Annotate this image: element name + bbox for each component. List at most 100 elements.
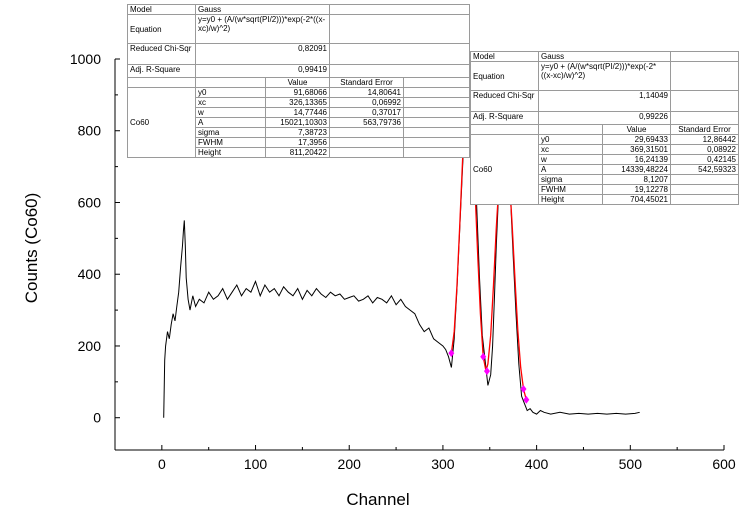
- spectrum-line: [163, 93, 640, 418]
- param-error: [670, 174, 739, 185]
- param-name: w: [195, 107, 266, 118]
- x-tick-label: 100: [244, 456, 268, 472]
- equation-value: y=y0 + (A/(w*sqrt(PI/2)))*exp(-2*((x-xc)…: [195, 14, 330, 44]
- chisqr-label: Reduced Chi-Sqr: [470, 90, 539, 112]
- param-name: A: [195, 117, 266, 128]
- param-row: Height 811,20422: [128, 147, 470, 158]
- model-label: Model: [127, 4, 196, 15]
- value-header: Value: [602, 124, 671, 135]
- param-error: 0,08922: [670, 144, 739, 155]
- error-header: Standard Error: [670, 124, 739, 135]
- chisqr-label: Reduced Chi-Sqr: [127, 43, 196, 65]
- param-name: w: [538, 154, 603, 165]
- param-error: 0,42145: [670, 154, 739, 165]
- fit-range-marker: [480, 352, 487, 361]
- fit-results-table-2: Model Gauss Equation y=y0 + (A/(w*sqrt(P…: [470, 51, 739, 205]
- param-name: A: [538, 164, 603, 175]
- param-name: y0: [538, 134, 603, 145]
- fit-range-marker: [483, 367, 490, 376]
- param-value: 29,69433: [602, 134, 671, 145]
- param-name: xc: [195, 97, 266, 108]
- equation-value: y=y0 + (A/(w*sqrt(PI/2)))*exp(-2*((x-xc)…: [538, 61, 671, 91]
- param-row: Co60 y0 91,68066 14,80641: [127, 87, 470, 158]
- model-value: Gauss: [195, 4, 330, 15]
- param-name: xc: [538, 144, 603, 155]
- param-value: 704,45021: [602, 194, 671, 205]
- model-value: Gauss: [538, 51, 671, 62]
- param-value: 14,77446: [265, 107, 330, 118]
- x-axis-title: Channel: [346, 490, 409, 509]
- param-row: Co60 y0 29,69433 12,86442: [470, 134, 739, 205]
- fit-range-marker: [448, 349, 455, 358]
- y-tick-label: 1000: [70, 51, 101, 67]
- param-value: 369,31501: [602, 144, 671, 155]
- r2-row: Adj. R-Square 0,99419: [127, 64, 470, 78]
- x-tick-label: 400: [525, 456, 549, 472]
- fit-range-marker: [520, 385, 527, 394]
- y-axis-title: Counts (Co60): [22, 193, 41, 304]
- param-name: Height: [538, 194, 603, 205]
- param-value: 16,24139: [602, 154, 671, 165]
- x-tick-label: 500: [619, 456, 643, 472]
- equation-row: Equation y=y0 + (A/(w*sqrt(PI/2)))*exp(-…: [127, 14, 470, 44]
- y-tick-label: 400: [78, 266, 102, 282]
- param-error: [329, 137, 404, 148]
- param-name: FWHM: [538, 184, 603, 195]
- param-value: 7,38723: [265, 127, 330, 138]
- r2-value: 0,99419: [195, 64, 330, 78]
- param-name: y0: [195, 87, 266, 98]
- equation-label: Equation: [470, 61, 539, 91]
- y-tick-label: 0: [93, 410, 101, 426]
- param-error: [670, 184, 739, 195]
- param-row: Height 704,45021: [471, 194, 739, 205]
- param-error: 12,86442: [670, 134, 739, 145]
- param-name: sigma: [538, 174, 603, 185]
- chisqr-row: Reduced Chi-Sqr 0,82091: [127, 43, 470, 65]
- r2-label: Adj. R-Square: [127, 64, 196, 78]
- model-label: Model: [470, 51, 539, 62]
- param-error: 563,79736: [329, 117, 404, 128]
- param-value: 19,12278: [602, 184, 671, 195]
- param-row: A 15021,10303 563,79736: [128, 117, 470, 128]
- model-row: Model Gauss: [470, 51, 739, 62]
- y-tick-label: 200: [78, 338, 102, 354]
- value-header: Value: [265, 77, 330, 88]
- group-label: Co60: [127, 87, 196, 158]
- x-tick-label: 0: [158, 456, 166, 472]
- plot-axes: 0 100 200 300 400 500 600 0 200 400 600 800 1000: [70, 51, 736, 472]
- x-tick-label: 200: [338, 456, 362, 472]
- group-label: Co60: [470, 134, 539, 205]
- param-error: [329, 147, 404, 158]
- param-name: Height: [195, 147, 266, 158]
- param-value: 17,3956: [265, 137, 330, 148]
- x-tick-label: 300: [431, 456, 455, 472]
- param-value: 15021,10303: [265, 117, 330, 128]
- equation-row: Equation y=y0 + (A/(w*sqrt(PI/2)))*exp(-…: [470, 61, 739, 91]
- fit-range-marker: [523, 395, 530, 404]
- param-value: 8,1207: [602, 174, 671, 185]
- fit-results-table-1: Model Gauss Equation y=y0 + (A/(w*sqrt(P…: [127, 4, 470, 158]
- error-header: Standard Error: [329, 77, 404, 88]
- header-row: Value Standard Error: [470, 124, 739, 135]
- r2-value: 0,99226: [538, 111, 671, 125]
- param-error: 0,37017: [329, 107, 404, 118]
- param-value: 811,20422: [265, 147, 330, 158]
- param-value: 91,68066: [265, 87, 330, 98]
- r2-label: Adj. R-Square: [470, 111, 539, 125]
- chisqr-value: 0,82091: [195, 43, 330, 65]
- param-error: [670, 194, 739, 205]
- param-value: 326,13365: [265, 97, 330, 108]
- x-tick-label: 600: [712, 456, 736, 472]
- equation-label: Equation: [127, 14, 196, 44]
- y-tick-label: 600: [78, 194, 102, 210]
- param-error: 0,06992: [329, 97, 404, 108]
- model-row: Model Gauss: [127, 4, 470, 15]
- y-tick-label: 800: [78, 123, 102, 139]
- param-error: 14,80641: [329, 87, 404, 98]
- param-name: FWHM: [195, 137, 266, 148]
- param-name: sigma: [195, 127, 266, 138]
- r2-row: Adj. R-Square 0,99226: [470, 111, 739, 125]
- param-error: 542,59323: [670, 164, 739, 175]
- param-value: 14339,48224: [602, 164, 671, 175]
